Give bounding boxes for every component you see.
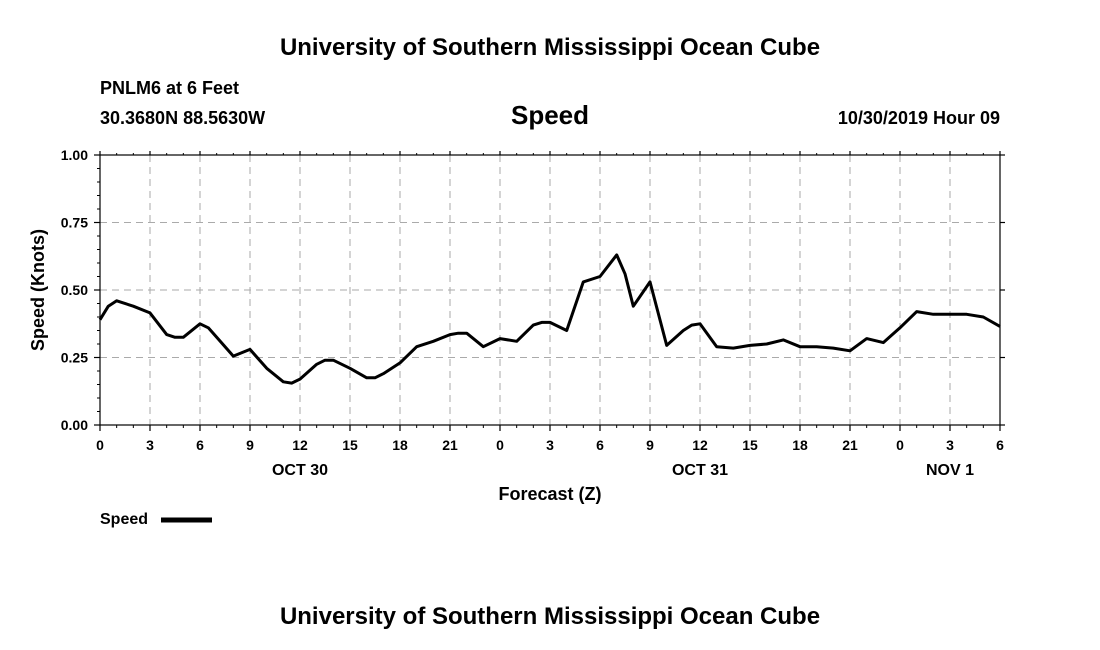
chart-title: Speed bbox=[511, 100, 589, 130]
grid-lines bbox=[100, 155, 1000, 425]
legend-label: Speed bbox=[100, 511, 148, 528]
y-axis-title: Speed (Knots) bbox=[28, 229, 48, 351]
x-tick-label: 18 bbox=[792, 437, 808, 453]
x-tick-label: 18 bbox=[392, 437, 408, 453]
footer-org-title: University of Southern Mississippi Ocean… bbox=[280, 603, 820, 630]
x-tick-label: 15 bbox=[342, 437, 358, 453]
x-tick-label: 3 bbox=[146, 437, 154, 453]
legend: Speed bbox=[100, 511, 212, 528]
x-tick-label: 3 bbox=[946, 437, 954, 453]
speed-series-line bbox=[98, 253, 1001, 385]
x-tick-label: 3 bbox=[546, 437, 554, 453]
issue-time: 10/30/2019 Hour 09 bbox=[838, 108, 1000, 128]
x-tick-label: 12 bbox=[692, 437, 708, 453]
date-label: NOV 1 bbox=[926, 462, 974, 479]
x-tick-label: 15 bbox=[742, 437, 758, 453]
x-tick-label: 12 bbox=[292, 437, 308, 453]
x-tick-labels: 0 3 6 9 12 15 18 21 0 3 6 9 12 15 18 21 0 3 6 bbox=[96, 437, 1004, 453]
station-coords: 30.3680N 88.5630W bbox=[100, 108, 265, 128]
x-tick-label: 21 bbox=[842, 437, 858, 453]
x-tick-label: 0 bbox=[96, 437, 104, 453]
y-tick-label: 1.00 bbox=[61, 147, 88, 163]
x-tick-label: 6 bbox=[596, 437, 604, 453]
x-tick-label: 6 bbox=[196, 437, 204, 453]
x-tick-label: 0 bbox=[896, 437, 904, 453]
date-labels: OCT 30 OCT 31 NOV 1 bbox=[272, 462, 974, 479]
x-tick-label: 9 bbox=[246, 437, 254, 453]
date-label: OCT 31 bbox=[672, 462, 728, 479]
date-label: OCT 30 bbox=[272, 462, 328, 479]
header-org-title: University of Southern Mississippi Ocean… bbox=[280, 34, 820, 61]
x-tick-label: 21 bbox=[442, 437, 458, 453]
axis-ticks bbox=[94, 151, 1005, 431]
x-tick-label: 9 bbox=[646, 437, 654, 453]
y-tick-label: 0.25 bbox=[61, 350, 88, 366]
x-tick-label: 6 bbox=[996, 437, 1004, 453]
y-tick-label: 0.75 bbox=[61, 215, 88, 231]
x-axis-title: Forecast (Z) bbox=[498, 484, 601, 504]
y-tick-label: 0.00 bbox=[61, 417, 88, 433]
x-tick-label: 0 bbox=[496, 437, 504, 453]
y-tick-labels: 0.00 0.25 0.50 0.75 1.00 bbox=[61, 147, 88, 433]
station-label: PNLM6 at 6 Feet bbox=[100, 78, 239, 98]
y-tick-label: 0.50 bbox=[61, 282, 88, 298]
